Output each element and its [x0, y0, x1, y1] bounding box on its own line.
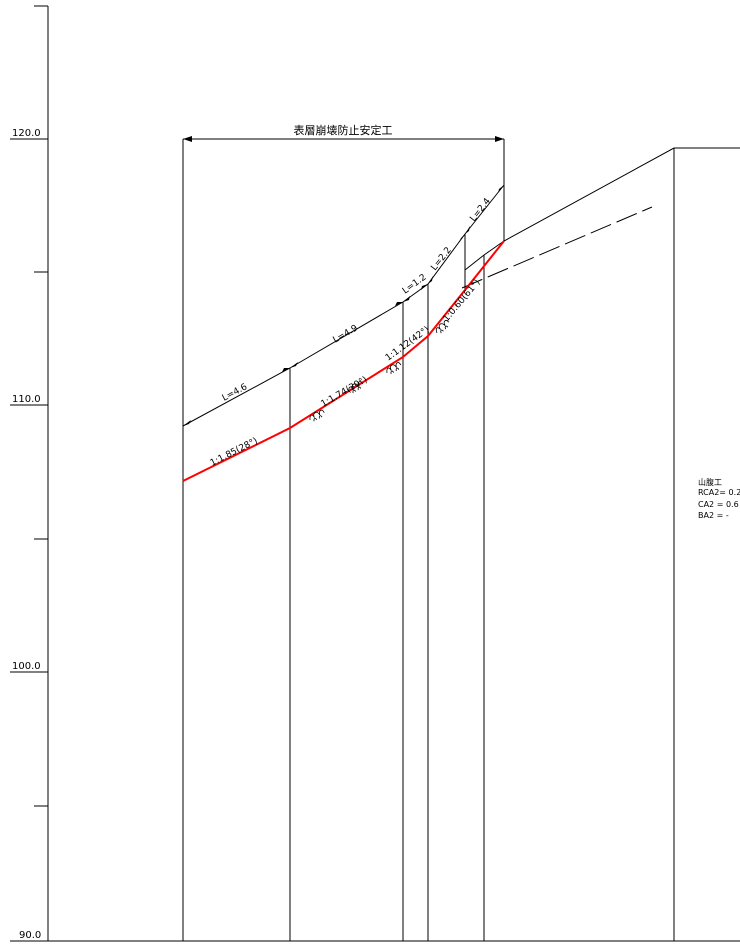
elevation-label-90: 90.0	[19, 930, 41, 941]
slope-label: 1:0.60(61°)	[442, 278, 483, 324]
bedrock-dashed-line	[461, 206, 653, 289]
length-labels: L=4.6 L=4.9 L=1.2 L=2.2 L=2.4	[221, 196, 493, 403]
ground-edge	[464, 254, 485, 271]
vegetation-symbols	[309, 320, 450, 422]
arrow-head	[403, 296, 410, 302]
vegetation-symbol	[309, 409, 325, 422]
arrow-head	[459, 234, 465, 242]
arrow-head	[183, 136, 192, 142]
vegetation-symbol	[348, 381, 364, 394]
station-lines	[182, 139, 675, 941]
dimension-arrows	[183, 185, 504, 426]
arrow-head	[290, 362, 298, 368]
vegetation-symbol	[386, 362, 402, 375]
note-line: RCA2= 0.2	[698, 488, 740, 497]
elevation-label-120: 120.0	[12, 128, 41, 139]
elevation-label-110: 110.0	[12, 394, 41, 405]
top-dimension-arrows	[183, 136, 504, 142]
slope-label: 1:1.12(42°)	[384, 325, 432, 364]
arrow-head	[495, 136, 504, 142]
arrow-head	[465, 226, 470, 234]
ground-profile	[461, 147, 740, 289]
length-label: L=4.6	[221, 382, 250, 404]
arrow-head	[421, 284, 428, 290]
arrow-head	[428, 276, 433, 284]
slope-length-line	[182, 184, 505, 427]
slope-label: 1:1.74(30°)	[320, 375, 370, 410]
length-label: L=1.2	[401, 273, 429, 297]
vegetation-symbol	[435, 320, 450, 334]
length-label: L=2.2	[429, 246, 453, 273]
elevation-axis	[10, 5, 740, 942]
dimension-title: 表層崩壊防止安定工	[294, 123, 393, 137]
slope-length-dimension	[182, 139, 505, 481]
slope-labels: 1:1.85(28°) 1:1.74(30°) 1:1.12(42°) 1:0.…	[209, 278, 483, 469]
length-label: L=4.9	[332, 323, 361, 345]
arrow-head	[282, 368, 290, 372]
existing-ground-line	[483, 147, 740, 256]
elevation-label-100: 100.0	[12, 661, 41, 672]
note-line: BA2 = -	[698, 511, 729, 520]
elevation-labels: 120.0 110.0 100.0 90.0	[12, 128, 41, 941]
slope-label: 1:1.85(28°)	[209, 436, 260, 468]
arrow-head	[395, 302, 403, 306]
slope-treatment-line	[182, 240, 505, 482]
note-block: 山腹工 RCA2= 0.2 CA2 = 0.6 BA2 = -	[698, 477, 740, 520]
length-label: L=2.4	[468, 196, 493, 224]
arrow-head	[183, 420, 191, 426]
arrow-head	[498, 185, 504, 193]
note-line: CA2 = 0.6	[698, 500, 739, 509]
note-title: 山腹工	[698, 477, 722, 487]
